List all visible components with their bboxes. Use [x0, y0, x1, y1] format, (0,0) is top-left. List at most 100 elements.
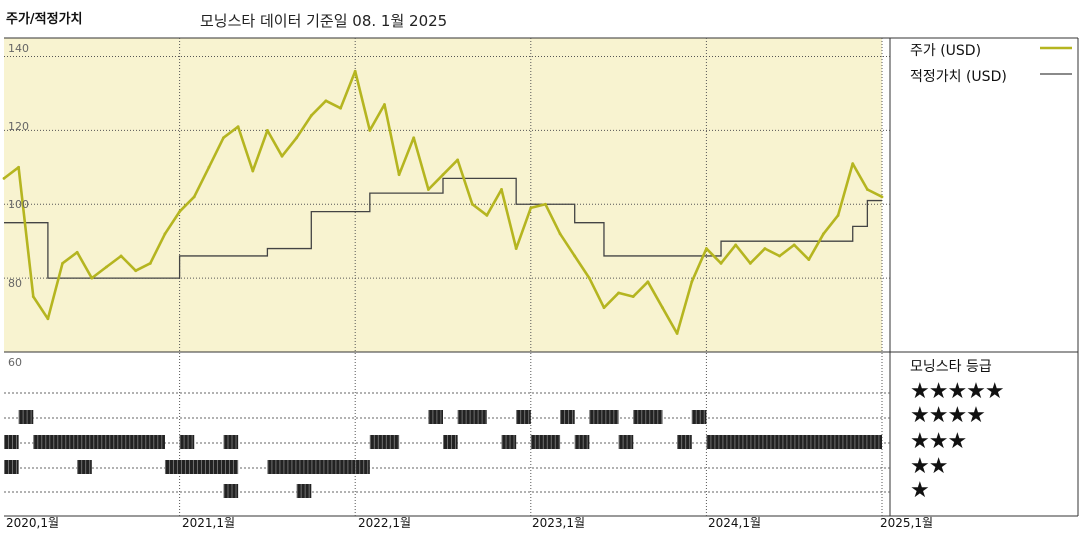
rating-bar-4-star-19: [560, 410, 575, 424]
rating-bar-4-star-15: [457, 410, 487, 424]
price-point-2023-04: [573, 254, 577, 258]
rating-bar-3-star-18: [530, 435, 561, 449]
price-point-2023-08: [631, 295, 635, 298]
rating-bar-2-star-6: [77, 460, 92, 474]
price-point-2024-11: [851, 162, 855, 166]
price-point-2022-05: [412, 136, 416, 140]
rating-bar-2-star-7: [164, 460, 239, 474]
price-point-2023-09: [646, 280, 650, 284]
x-tick-2024: 2024,1월: [708, 516, 762, 530]
price-point-2020-05: [61, 261, 64, 265]
price-point-2024-01: [705, 247, 708, 250]
rating-row-2-stars: ★★: [910, 454, 948, 479]
rating-bar-3-star-22: [618, 435, 634, 449]
price-point-2022-06: [426, 188, 430, 191]
price-point-2021-01: [178, 210, 182, 214]
price-point-2021-09: [295, 136, 299, 140]
price-point-2021-05: [236, 125, 240, 129]
rating-bar-3-star-24: [677, 435, 692, 449]
y-tick-80: 80: [8, 277, 22, 290]
price-point-2024-09: [822, 232, 825, 236]
price-point-2023-12: [690, 280, 694, 284]
price-panel-background: [4, 38, 882, 352]
rating-bar-1-star-10: [223, 484, 239, 498]
rating-bar-3-star-12: [369, 435, 400, 449]
price-point-2023-06: [602, 306, 606, 310]
price-point-2022-11: [500, 188, 503, 191]
rating-bar-3-star-16: [501, 435, 517, 449]
price-point-2020-09: [119, 254, 123, 258]
price-point-2024-03: [734, 243, 738, 247]
price-point-2024-06: [778, 254, 781, 258]
price-point-2021-07: [266, 128, 269, 132]
price-point-2021-10: [309, 114, 313, 117]
rating-bar-4-star-13: [428, 410, 443, 424]
rating-bar-2-star-9: [355, 460, 370, 474]
price-point-2020-04: [46, 317, 50, 321]
price-point-2022-12: [514, 247, 518, 250]
price-point-2020-06: [75, 250, 79, 254]
chart-title: 주가/적정가치: [6, 12, 83, 27]
y-tick-120: 120: [8, 120, 29, 133]
rating-bar-4-star-21: [589, 410, 619, 424]
rating-row-4-stars: ★★★★: [910, 403, 986, 428]
rating-bar-4-star-0: [18, 410, 34, 424]
price-point-2021-11: [324, 99, 328, 103]
price-point-2023-03: [558, 232, 562, 236]
price-point-2022-02: [368, 128, 372, 132]
fair-value-line: [4, 177, 882, 279]
price-point-2022-10: [485, 213, 489, 217]
y-tick-100: 100: [8, 198, 29, 211]
price-point-2023-10: [661, 306, 664, 310]
rating-row-3-stars: ★★★: [910, 429, 967, 454]
data-date-subtitle: 모닝스타 데이터 기준일 08. 1월 2025: [200, 12, 448, 30]
rating-bar-2-star-5: [4, 460, 19, 474]
rating-bar-3-star-3: [179, 435, 195, 449]
x-tick-2022: 2022,1월: [358, 516, 412, 530]
price-point-2020-11: [148, 261, 152, 265]
price-point-2021-08: [280, 154, 284, 158]
price-point-2024-04: [748, 261, 752, 265]
price-point-2021-06: [251, 169, 255, 173]
price-point-2023-02: [544, 202, 547, 206]
legend-price-label: 주가 (USD): [910, 43, 982, 59]
rating-bar-2-star-8: [267, 460, 356, 474]
rating-row-5-stars: ★★★★★: [910, 379, 1005, 404]
price-point-2020-12: [163, 232, 167, 236]
price-point-2020-01: [2, 176, 6, 180]
price-point-2023-05: [587, 276, 591, 280]
price-point-2024-07: [792, 243, 796, 247]
x-tick-2021: 2021,1월: [182, 516, 236, 530]
price-point-2020-02: [17, 165, 21, 169]
rating-bar-3-star-20: [574, 435, 590, 449]
price-point-2023-01: [529, 206, 533, 210]
rating-bar-3-star-1: [4, 435, 19, 449]
rating-bar-4-star-23: [633, 410, 663, 424]
rating-bar-3-star-2: [33, 435, 165, 449]
price-point-2020-08: [105, 265, 108, 269]
y-tick-140: 140: [8, 42, 29, 55]
rating-bar-4-star-25: [691, 410, 707, 424]
rating-bar-3-star-26: [706, 435, 882, 449]
price-point-2022-09: [470, 202, 474, 206]
price-point-2020-10: [134, 269, 138, 273]
price-point-2023-11: [675, 332, 679, 335]
x-tick-2025: 2025,1월: [880, 516, 934, 530]
price-point-2024-08: [807, 258, 811, 262]
rating-bar-3-star-14: [443, 435, 458, 449]
rating-bar-3-star-4: [223, 435, 239, 449]
price-point-2022-07: [441, 173, 445, 177]
price-point-2022-04: [397, 173, 401, 177]
price-point-2020-07: [90, 276, 94, 280]
legend-fair-label: 적정가치 (USD): [910, 69, 1007, 85]
price-point-2023-07: [617, 291, 620, 295]
y-tick-60: 60: [8, 356, 22, 369]
rating-row-1-stars: ★: [910, 478, 930, 503]
price-point-2024-10: [836, 213, 840, 217]
rating-bar-4-star-17: [516, 410, 531, 424]
x-tick-2023: 2023,1월: [532, 516, 586, 530]
price-point-2021-02: [192, 195, 196, 199]
price-point-2020-03: [31, 295, 35, 298]
rating-title: 모닝스타 등급: [910, 359, 992, 375]
price-point-2025-01: [880, 195, 884, 199]
